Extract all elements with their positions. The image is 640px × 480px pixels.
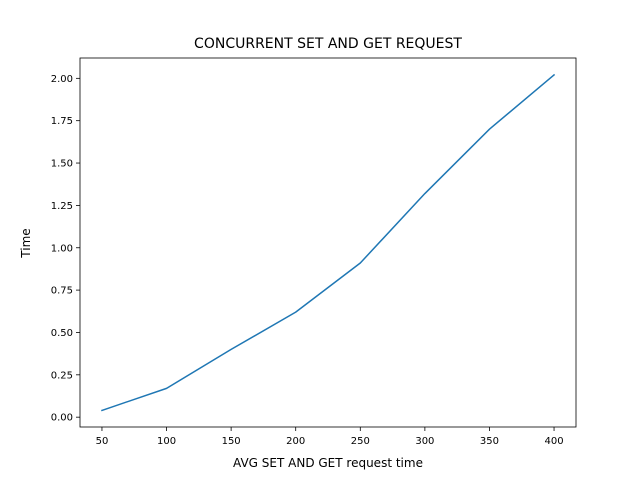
x-axis-label: AVG SET AND GET request time <box>233 456 423 470</box>
y-tick-label: 1.75 <box>51 116 73 127</box>
y-axis: 0.00 0.25 0.50 0.75 1.00 1.25 1.50 1.75 2.00 <box>51 74 80 424</box>
y-tick-label: 1.00 <box>51 243 73 254</box>
x-tick-label: 400 <box>544 436 563 447</box>
data-point <box>230 349 232 351</box>
y-axis-label: Time <box>19 228 33 258</box>
plot-area <box>79 57 577 428</box>
y-tick-label: 0.25 <box>51 370 73 381</box>
data-point <box>295 311 297 313</box>
y-tick-label: 1.50 <box>51 159 73 170</box>
x-tick-label: 350 <box>480 436 499 447</box>
data-point <box>359 262 361 264</box>
y-tick-label: 0.50 <box>51 328 73 339</box>
x-axis: 50 100 150 200 250 300 350 400 <box>96 427 564 447</box>
x-tick-label: 100 <box>157 436 176 447</box>
x-tick-label: 50 <box>96 436 109 447</box>
series-line-0 <box>101 73 556 412</box>
data-point <box>489 128 491 130</box>
x-tick-label: 150 <box>222 436 241 447</box>
data-point <box>166 388 168 390</box>
chart-title: CONCURRENT SET AND GET REQUEST <box>194 36 462 52</box>
data-point <box>553 74 555 76</box>
x-tick-label: 300 <box>415 436 434 447</box>
y-tick-label: 0.75 <box>51 286 73 297</box>
x-tick-label: 200 <box>286 436 305 447</box>
plot-frame <box>79 57 577 428</box>
data-point <box>101 410 103 412</box>
y-tick-label: 1.25 <box>51 201 73 212</box>
data-point <box>424 193 426 195</box>
y-tick-label: 2.00 <box>51 74 73 85</box>
x-tick-label: 250 <box>351 436 370 447</box>
y-tick-label: 0.00 <box>51 413 73 424</box>
